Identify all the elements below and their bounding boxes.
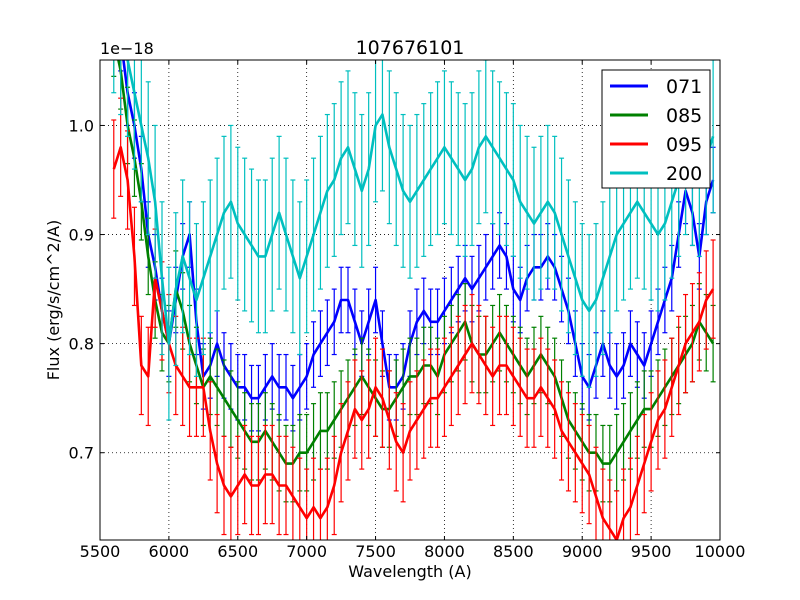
x-axis-label: Wavelength (A) [348, 562, 471, 581]
legend-label: 095 [666, 134, 702, 156]
y-offset-label: 1e−18 [100, 39, 154, 58]
series-line [126, 60, 715, 345]
series-line [122, 60, 715, 400]
chart-title: 107676101 [356, 37, 465, 59]
y-tick-label: 0.9 [69, 226, 94, 245]
x-tick-label: 8000 [424, 542, 465, 561]
x-tick-label: 5500 [80, 542, 121, 561]
legend-label: 085 [666, 105, 702, 127]
x-tick-label: 10000 [695, 542, 746, 561]
legend-label: 071 [666, 76, 702, 98]
series-095 [111, 97, 716, 540]
y-tick-label: 0.8 [69, 335, 94, 354]
axis-ticks: 5500 6000 6500 7000 7500 8000 8500 9000 9500 1000… [69, 60, 746, 561]
x-tick-label: 9000 [562, 542, 603, 561]
legend-label: 200 [666, 163, 702, 185]
series-line [112, 146, 715, 540]
y-tick-label: 0.7 [69, 444, 94, 463]
plot-area [111, 60, 716, 540]
x-tick-label: 8500 [493, 542, 534, 561]
series-line [117, 60, 715, 465]
plot-frame [99, 59, 721, 541]
x-tick-label: 7500 [355, 542, 396, 561]
legend: 071 085 095 200 [601, 69, 711, 189]
y-tick-label: 1.0 [69, 116, 94, 135]
x-tick-label: 7000 [286, 542, 327, 561]
x-tick-label: 6500 [217, 542, 258, 561]
series-200 [111, 60, 716, 421]
x-tick-label: 6000 [149, 542, 190, 561]
legend-box [601, 69, 711, 189]
y-axis-label: Flux (erg/s/cm^2/A) [44, 220, 63, 381]
x-tick-label: 9500 [631, 542, 672, 561]
